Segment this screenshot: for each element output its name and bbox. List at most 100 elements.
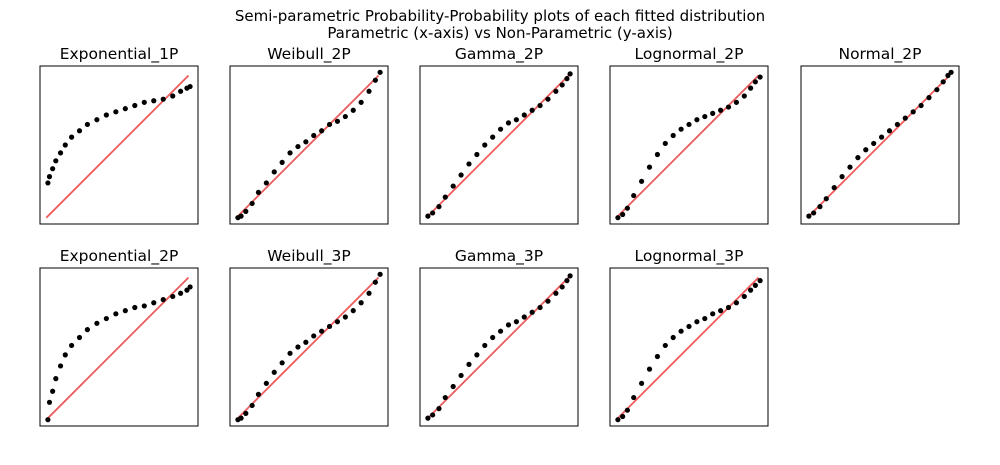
data-point	[295, 143, 301, 150]
data-point	[263, 380, 269, 386]
data-point	[631, 394, 637, 401]
data-point	[878, 134, 885, 140]
reference-line	[237, 276, 380, 419]
subplot-exponential-2p: Exponential_2P	[39, 247, 199, 427]
data-point	[748, 85, 754, 91]
data-point	[53, 158, 59, 164]
data-point	[249, 200, 255, 207]
data-point	[505, 322, 512, 328]
data-point	[255, 189, 262, 195]
data-point	[263, 180, 269, 186]
data-point	[377, 271, 383, 277]
data-point	[537, 304, 543, 311]
data-point	[945, 72, 951, 79]
data-point	[823, 196, 829, 202]
axes-frame	[229, 65, 389, 225]
data-point	[654, 151, 661, 158]
data-point	[287, 150, 293, 156]
data-point	[710, 110, 716, 116]
data-point	[170, 93, 176, 99]
data-point	[670, 132, 676, 139]
data-point	[50, 166, 56, 172]
data-point	[529, 309, 535, 315]
reference-line	[45, 74, 190, 219]
data-point	[342, 113, 348, 120]
data-point	[103, 315, 109, 322]
data-point	[46, 399, 53, 405]
axes-frame	[39, 267, 199, 427]
data-point	[442, 194, 448, 200]
data-point	[748, 287, 754, 293]
data-point	[513, 319, 519, 325]
data-point	[442, 394, 448, 401]
data-point	[948, 69, 954, 75]
axes-frame	[229, 267, 389, 427]
axes-frame	[419, 65, 579, 225]
data-point	[372, 77, 378, 83]
data-point	[311, 132, 317, 139]
subplot-gamma-2p: Gamma_2P	[419, 45, 579, 225]
data-point	[350, 107, 356, 113]
reference-line	[427, 276, 570, 419]
data-point	[372, 279, 378, 285]
data-point	[639, 178, 645, 184]
subplot-weibull-3p: Weibull_3P	[229, 247, 389, 427]
data-point	[725, 104, 732, 110]
data-point	[151, 98, 157, 104]
axes-frame	[39, 65, 199, 225]
data-point	[84, 327, 90, 333]
data-point	[45, 417, 51, 423]
data-point	[326, 323, 333, 330]
data-point	[94, 320, 100, 326]
data-point	[458, 372, 464, 379]
data-point	[926, 95, 932, 101]
reference-line	[808, 74, 951, 217]
data-point	[160, 297, 166, 303]
data-point	[50, 388, 56, 394]
data-point	[670, 334, 676, 341]
data-point	[53, 376, 59, 382]
data-point	[255, 391, 262, 397]
data-point	[482, 342, 488, 349]
data-point	[178, 88, 184, 94]
data-point	[521, 112, 527, 118]
data-point	[490, 334, 496, 341]
data-point	[76, 128, 83, 134]
data-point	[122, 106, 128, 112]
data-point	[377, 69, 383, 75]
data-point	[326, 121, 333, 128]
data-point	[303, 139, 309, 145]
data-point	[559, 82, 565, 88]
data-point	[811, 210, 817, 216]
data-point	[474, 352, 480, 358]
data-point	[279, 159, 285, 165]
subplot-title: Exponential_2P	[60, 247, 179, 266]
data-point	[757, 74, 763, 80]
data-point	[752, 79, 758, 85]
data-point	[817, 204, 823, 210]
data-point	[894, 121, 900, 128]
data-point	[187, 284, 193, 290]
data-point	[474, 151, 480, 158]
subplot-title: Lognormal_2P	[635, 45, 744, 64]
data-point	[358, 99, 364, 105]
data-point	[450, 183, 456, 189]
data-point	[366, 88, 372, 94]
data-point	[615, 215, 621, 221]
data-point	[910, 109, 916, 115]
data-point	[710, 311, 716, 317]
reference-line	[617, 74, 760, 217]
data-point	[646, 164, 653, 170]
subplot-title: Exponential_1P	[60, 45, 179, 64]
data-point	[69, 342, 75, 349]
data-point	[702, 113, 708, 120]
data-point	[243, 208, 249, 214]
data-point	[342, 314, 348, 320]
data-point	[631, 192, 637, 199]
data-point	[57, 363, 64, 369]
data-point	[567, 71, 573, 77]
data-point	[553, 88, 559, 94]
data-point	[694, 117, 700, 123]
axes-frame	[800, 65, 960, 225]
data-point	[466, 361, 472, 367]
